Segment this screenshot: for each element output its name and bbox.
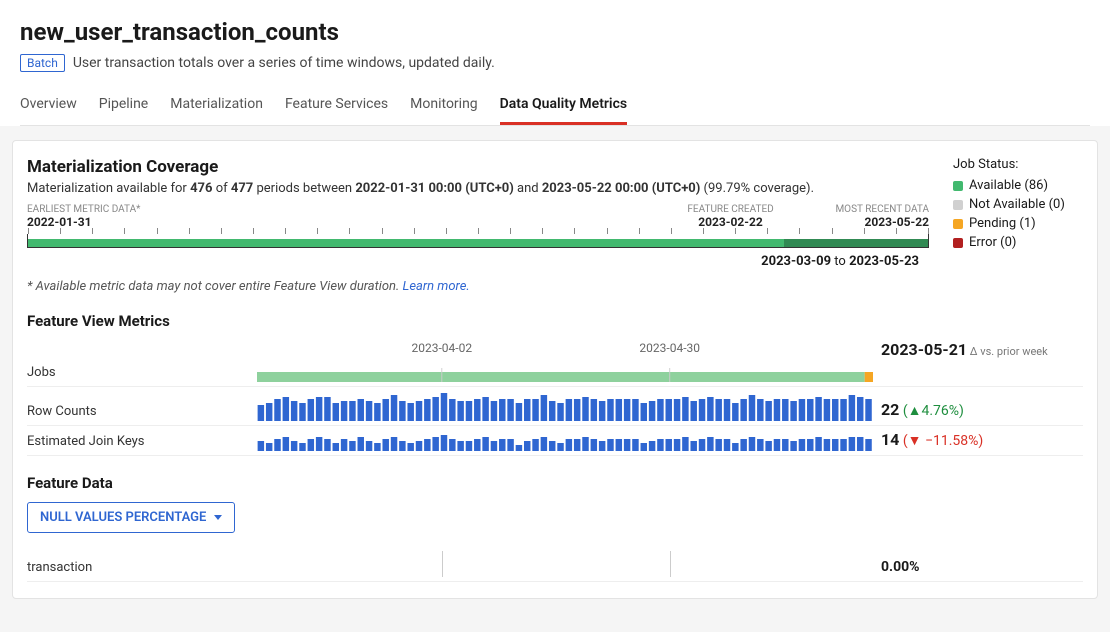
legend-item: Error (0): [953, 235, 1083, 250]
metrics-header-value: 2023-05-21 Δ vs. prior week: [873, 340, 1083, 361]
batch-badge: Batch: [20, 54, 65, 72]
join-keys-label: Estimated Join Keys: [27, 434, 257, 451]
legend-item: Pending (1): [953, 216, 1083, 231]
job-status-legend: Job Status: Available (86)Not Available …: [953, 157, 1083, 254]
tabs: Overview Pipeline Materialization Feature S…: [20, 86, 1090, 126]
row-counts-chart: [257, 391, 873, 421]
coverage-title: Materialization Coverage: [27, 157, 929, 177]
join-keys-chart: [257, 433, 873, 451]
coverage-footnote: * Available metric data may not cover en…: [27, 279, 1083, 294]
row-counts-value: 22 (▲4.76%): [873, 400, 1083, 421]
page-subtitle: User transaction totals over a series of…: [73, 55, 495, 71]
tab-monitoring[interactable]: Monitoring: [410, 86, 478, 125]
learn-more-link[interactable]: Learn more.: [403, 279, 470, 294]
null-values-dropdown[interactable]: NULL VALUES PERCENTAGE: [27, 502, 235, 533]
page-title: new_user_transaction_counts: [20, 18, 1090, 46]
coverage-description: Materialization available for 476 of 477…: [27, 181, 929, 196]
row-counts-label: Row Counts: [27, 404, 257, 421]
metrics-title: Feature View Metrics: [27, 312, 1083, 330]
feature-data-title: Feature Data: [27, 474, 1083, 492]
jobs-label: Jobs: [27, 365, 257, 382]
tab-data-quality-metrics[interactable]: Data Quality Metrics: [500, 86, 627, 125]
tab-materialization[interactable]: Materialization: [170, 86, 263, 125]
transaction-value: 0.00%: [873, 559, 1083, 577]
jobs-chart: [257, 368, 873, 382]
join-keys-value: 14 (▼ −11.58%): [873, 430, 1083, 451]
chevron-down-icon: [214, 515, 222, 520]
legend-item: Available (86): [953, 178, 1083, 193]
transaction-chart: [257, 551, 873, 577]
coverage-range: 2023-03-09 to 2023-05-23: [27, 254, 929, 269]
tab-pipeline[interactable]: Pipeline: [99, 86, 149, 125]
coverage-timeline: [27, 234, 929, 248]
tab-feature-services[interactable]: Feature Services: [285, 86, 388, 125]
legend-item: Not Available (0): [953, 197, 1083, 212]
tab-overview[interactable]: Overview: [20, 86, 77, 125]
data-quality-card: Materialization Coverage Materialization…: [12, 140, 1098, 599]
transaction-label: transaction: [27, 560, 257, 577]
metrics-date-axis: 2023-04-022023-04-30: [257, 341, 873, 361]
